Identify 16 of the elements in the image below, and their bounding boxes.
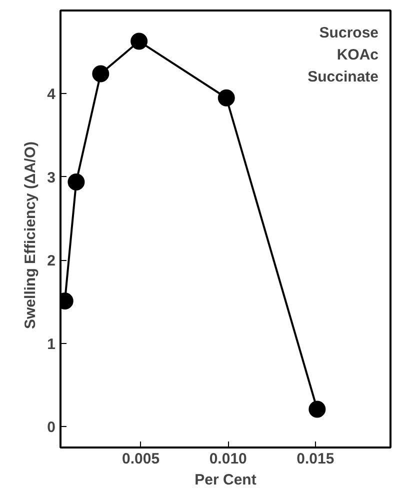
y-axis-title: Swelling Efficiency (ΔA/O) (22, 142, 40, 329)
y-tick-label: 4 (47, 86, 56, 104)
y-tick-label: 2 (47, 252, 56, 270)
point (218, 89, 235, 106)
point (92, 65, 110, 82)
annotation: Sucrose KOAc Succinate (308, 24, 379, 86)
point (68, 173, 85, 190)
x-tick-label: 0.005 (122, 450, 160, 468)
y-tick-label: 0 (47, 419, 56, 436)
x-axis-title: Per Cent (194, 472, 256, 488)
x-tick-label: 0.015 (296, 450, 334, 468)
y-tick-label: 3 (47, 169, 56, 186)
y-tick-label: 1 (47, 336, 56, 353)
point (308, 400, 326, 418)
point (130, 32, 148, 50)
x-tick-label: 0.010 (209, 450, 247, 468)
